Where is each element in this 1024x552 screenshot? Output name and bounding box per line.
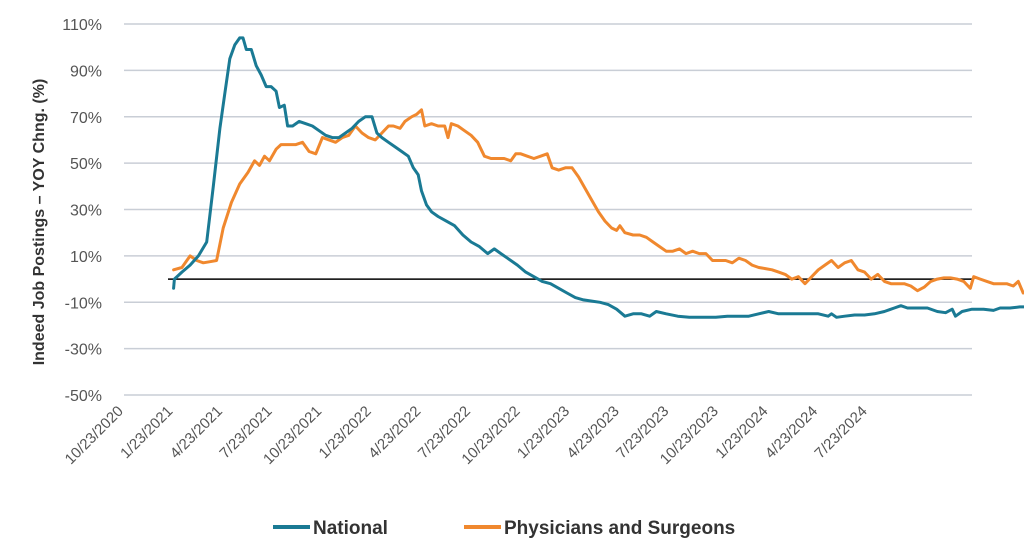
x-tick-label: 4/23/2022 <box>365 403 424 462</box>
series-line-national <box>172 36 1024 319</box>
series-line-physicians-and-surgeons <box>172 108 1024 295</box>
gridlines <box>124 23 972 396</box>
y-tick-label: 90% <box>70 63 102 80</box>
x-tick-label: 1/23/2021 <box>117 403 176 462</box>
y-tick-label: 70% <box>70 110 102 127</box>
y-axis-ticks: 110% 90% 70% 50% 30% 10% -10% -30% -50% <box>62 17 102 405</box>
x-tick-label: 7/23/2024 <box>811 403 870 462</box>
x-tick-label: 10/23/2020 <box>62 403 127 468</box>
y-axis-label: Indeed Job Postings – YOY Chng. (%) <box>31 79 48 366</box>
legend: National Physicians and Surgeons <box>273 518 735 539</box>
legend-label-national: National <box>313 518 388 539</box>
x-axis-ticks: 10/23/20201/23/20214/23/20217/23/202110/… <box>62 403 871 468</box>
x-tick-label: 4/23/2021 <box>167 403 226 462</box>
y-tick-label: 30% <box>70 203 102 220</box>
y-tick-label: -30% <box>65 342 102 359</box>
legend-label-physicians-and-surgeons: Physicians and Surgeons <box>504 518 735 539</box>
y-tick-label: -50% <box>65 388 102 405</box>
x-tick-label: 4/23/2024 <box>762 403 821 462</box>
y-tick-label: 10% <box>70 249 102 266</box>
x-tick-label: 4/23/2023 <box>564 403 623 462</box>
x-tick-label: 1/23/2022 <box>316 403 375 462</box>
y-tick-label: -10% <box>65 295 102 312</box>
series-lines <box>172 36 1024 319</box>
x-tick-label: 1/23/2024 <box>712 403 771 462</box>
y-tick-label: 50% <box>70 156 102 173</box>
x-tick-label: 1/23/2023 <box>514 403 573 462</box>
y-tick-label: 110% <box>62 17 102 34</box>
